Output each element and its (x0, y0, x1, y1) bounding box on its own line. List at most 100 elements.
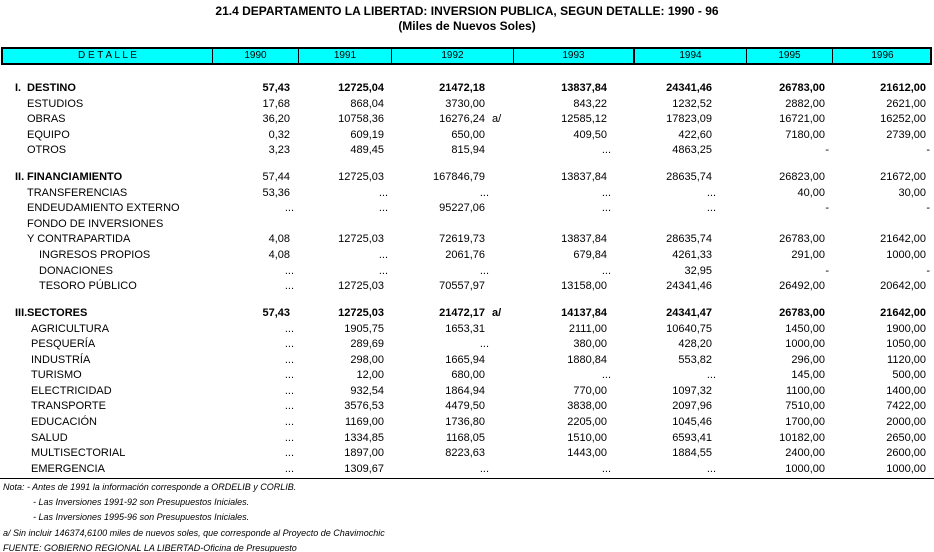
cell-1996: 2000,00 (886, 416, 926, 428)
table-row: I. DESTINO 57,43 12725,04 21472,18 13837,84 24… (0, 81, 934, 96)
cell-1995: 26783,00 (779, 307, 825, 320)
cell-1995: 1450,00 (785, 322, 825, 335)
cell-1990: 3,23 (268, 144, 290, 157)
cell-1992: 95227,06 (439, 202, 485, 215)
cell-1996: 1000,00 (886, 249, 926, 261)
table-title: 21.4 DEPARTAMENTO LA LIBERTAD: INVERSION… (215, 4, 719, 18)
header-year-1993: 1993 (513, 49, 633, 63)
cell-1994: 28635,74 (666, 171, 712, 184)
cell-1991: 12725,03 (338, 307, 384, 320)
cell-1996: 21612,00 (880, 82, 926, 94)
header-detalle: D E T A L L E (78, 50, 137, 61)
table-row: EMERGENCIA... 1309,67......... 1000,00 1000… (0, 462, 934, 477)
cell-1996: 30,00 (898, 186, 926, 199)
cell-1992: 8223,63 (445, 447, 485, 460)
note-line: a/ Sin incluir 146374,6100 miles de nuev… (3, 527, 385, 538)
cell-1993: 13158,00 (561, 280, 607, 293)
cell-1996: 1050,00 (886, 338, 926, 351)
cell-1996: 1400,00 (886, 384, 926, 397)
cell-1993: 1880,84 (567, 353, 607, 366)
cell-1994: 428,20 (678, 338, 712, 351)
cell-1991: 12725,03 (338, 233, 384, 246)
table-row: ESTUDIOS 17,68 868,04 3730,00 843,22 1232,52 2… (0, 97, 934, 112)
cell-1992: 1736,80 (445, 416, 485, 428)
cell-1996: 1120,00 (887, 353, 926, 366)
cell-1994: ... (706, 462, 716, 475)
cell-1990: 36,20 (262, 113, 290, 126)
cell-1993: ... (601, 264, 611, 277)
cell-1994: 24341,46 (666, 82, 712, 94)
table-row: MULTISECTORIAL... 1897,00 8223,63 1443,00 18… (0, 446, 934, 461)
header-year-1992: 1992 (391, 49, 513, 63)
cell-1994: 6593,41 (672, 431, 712, 444)
row-label: ELECTRICIDAD (31, 384, 112, 397)
cell-1991: 1905,75 (344, 322, 384, 335)
cell-1994: 1232,52 (672, 97, 712, 110)
cell-1994: 1045,46 (672, 416, 712, 428)
cell-1994: 24341,47 (666, 307, 712, 320)
cell-1993: 2111,00 (568, 322, 607, 335)
cell-1991: ... (378, 249, 388, 261)
note-line: Nota: - Antes de 1991 la información cor… (3, 482, 297, 492)
cell-1993: ... (601, 202, 611, 215)
cell-1990: ... (284, 447, 294, 460)
cell-1995: 16721,00 (779, 113, 825, 126)
cell-1993: 1510,00 (567, 431, 607, 444)
cell-1996: - (926, 144, 930, 157)
cell-1993: 13837,84 (561, 171, 607, 184)
cell-1992: 1168,05 (446, 431, 485, 444)
cell-1991: ... (378, 264, 388, 277)
table-row: EDUCACIÓN... 1169,00 1736,80 2205,00 1045,46… (0, 415, 934, 430)
table-row: AGRICULTURA... 1905,75 1653,31 2111,00 10640… (0, 322, 934, 337)
cell-1990: 53,36 (262, 186, 290, 199)
section-label: SECTORES (27, 307, 88, 320)
cell-1996: 2739,00 (886, 128, 926, 141)
table-row: INDUSTRÍA... 298,00 1665,94 1880,84 553,82 29… (0, 353, 934, 368)
cell-1994: 24341,46 (666, 280, 712, 293)
cell-1994: 422,60 (678, 128, 712, 141)
cell-1995: 291,00 (791, 249, 825, 261)
note-line: - Las Inversiones 1995-96 son Presupuest… (33, 512, 250, 523)
header-year-1996: 1996 (832, 49, 932, 63)
cell-1991: 932,54 (350, 384, 384, 397)
cell-1991: 489,45 (350, 144, 384, 157)
cell-1991: ... (378, 202, 388, 215)
row-label: TRANSPORTE (31, 400, 106, 413)
cell-1992: 3730,00 (445, 97, 485, 110)
cell-1994: 17823,09 (666, 113, 712, 126)
cell-1994: ... (706, 202, 716, 215)
cell-1992: 1653,31 (445, 322, 485, 335)
table-row: SALUD... 1334,85 1168,05 1510,00 6593,41 1018… (0, 431, 934, 446)
table-row: ELECTRICIDAD... 932,54 1864,94 770,00 1097,3… (0, 384, 934, 399)
section-label: FINANCIAMIENTO (27, 171, 123, 184)
cell-1992: 1864,94 (445, 384, 485, 397)
cell-1994: 4863,25 (672, 144, 712, 157)
cell-1990: 57,44 (262, 171, 290, 184)
cell-1992: 167846,79 (433, 171, 485, 184)
cell-1995: 7510,00 (785, 400, 825, 413)
cell-1995: 1000,00 (785, 462, 825, 475)
cell-1992: 680,00 (451, 369, 485, 382)
header-year-1990: 1990 (212, 49, 298, 63)
cell-1990: ... (284, 384, 294, 397)
cell-1990: ... (284, 264, 294, 277)
cell-1991: 298,00 (350, 353, 384, 366)
cell-1996: 16252,00 (880, 113, 926, 126)
section-number: II. (15, 171, 25, 184)
section-number: III. (15, 307, 28, 320)
cell-1990: ... (284, 369, 294, 382)
cell-1996: 2621,00 (886, 97, 926, 110)
table-subtitle: (Miles de Nuevos Soles) (398, 19, 536, 33)
cell-1993: 12585,12 (561, 113, 607, 126)
cell-1991: 1169,00 (345, 416, 384, 428)
cell-1990: 0,32 (268, 128, 290, 141)
cell-1990: ... (284, 400, 294, 413)
cell-1990: ... (284, 280, 294, 293)
cell-1994: 4261,33 (672, 249, 712, 261)
cell-1995: 2882,00 (785, 97, 825, 110)
cell-1996: 1900,00 (886, 322, 926, 335)
cell-1992: 2061,76 (445, 249, 485, 261)
cell-1992: ... (479, 338, 489, 351)
cell-1991: 12725,03 (338, 171, 384, 184)
cell-1991: 12,00 (356, 369, 384, 382)
